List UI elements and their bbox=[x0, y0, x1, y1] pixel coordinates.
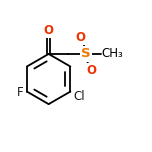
Text: Cl: Cl bbox=[73, 90, 85, 103]
Text: S: S bbox=[81, 47, 91, 60]
Text: O: O bbox=[86, 64, 96, 77]
Text: O: O bbox=[44, 24, 54, 37]
Text: CH₃: CH₃ bbox=[102, 47, 124, 60]
Text: O: O bbox=[76, 31, 86, 44]
Text: F: F bbox=[17, 86, 23, 99]
